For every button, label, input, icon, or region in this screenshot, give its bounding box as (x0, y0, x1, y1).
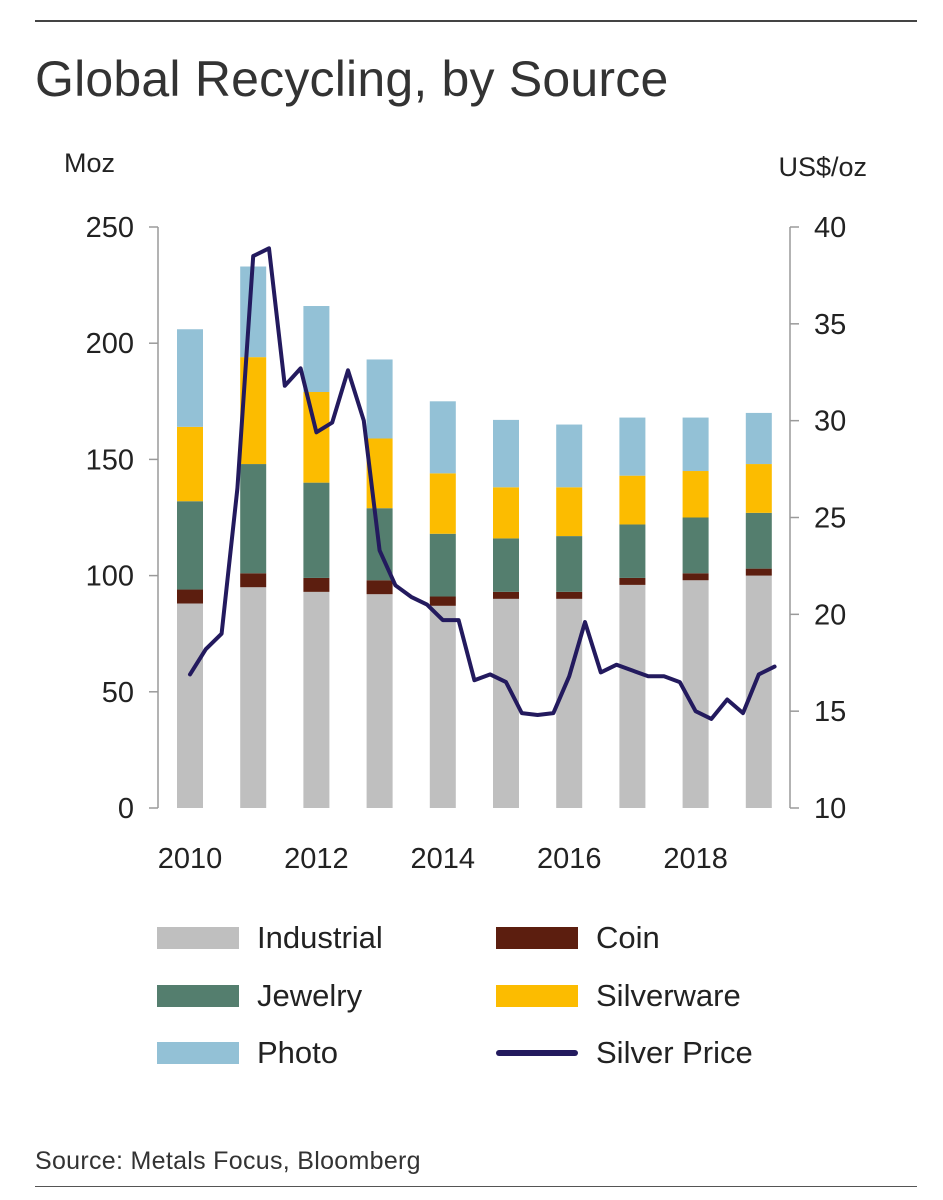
bar-coin-2015 (493, 591, 519, 599)
bar-photo-2010 (177, 329, 203, 427)
stacked-bars (177, 266, 772, 808)
right-axis-tick-label: 40 (814, 212, 846, 244)
right-axis-tick-label: 30 (814, 406, 846, 438)
silver-price-line-group (188, 246, 777, 721)
source-note: Source: Metals Focus, Bloomberg (35, 1147, 421, 1175)
left-axis-tick-label: 150 (86, 444, 134, 476)
bottom-rule (35, 1186, 917, 1187)
right-axis: 10 15 20 25 30 35 40 (789, 212, 846, 825)
left-axis-tick-label: 100 (86, 561, 134, 593)
top-rule (35, 20, 917, 22)
x-axis-tick-label: 2018 (663, 843, 728, 875)
bar-industrial-2011 (240, 587, 267, 808)
bar-silverware-2010 (177, 426, 203, 502)
bar-photo-2017 (619, 417, 646, 476)
right-axis-unit: US$/oz (778, 152, 867, 182)
right-axis-tick-label: 25 (814, 503, 846, 535)
bar-silverware-2012 (303, 392, 330, 483)
bar-silverware-2016 (556, 487, 583, 537)
bar-coin-2012 (303, 577, 330, 592)
bar-jewelry-2011 (240, 464, 267, 574)
bar-industrial-2013 (366, 594, 393, 808)
bar-coin-2016 (556, 591, 583, 599)
bar-photo-2019 (745, 412, 772, 465)
bar-industrial-2012 (303, 591, 330, 808)
left-axis-tick-label: 50 (102, 677, 134, 709)
bar-jewelry-2019 (745, 512, 772, 569)
left-axis-tick-label: 200 (86, 328, 134, 360)
x-axis-tick-label: 2010 (158, 843, 223, 875)
bar-photo-2016 (556, 424, 583, 488)
bar-jewelry-2010 (177, 501, 203, 590)
left-axis-tick-label: 250 (86, 212, 134, 244)
bar-photo-2018 (682, 417, 709, 472)
bar-silverware-2018 (682, 471, 709, 518)
bar-coin-2010 (177, 589, 203, 604)
bar-industrial-2016 (556, 598, 583, 808)
x-axis: 2010 2012 2014 2016 2018 (158, 843, 728, 875)
right-axis-tick-label: 15 (814, 696, 846, 728)
bar-coin-2014 (429, 596, 456, 606)
bar-jewelry-2015 (493, 538, 519, 592)
bar-jewelry-2018 (682, 517, 709, 574)
x-axis-tick-label: 2012 (284, 843, 349, 875)
bar-jewelry-2016 (556, 536, 583, 592)
bar-jewelry-2017 (619, 524, 646, 578)
bar-coin-2011 (240, 573, 267, 588)
bar-industrial-2010 (177, 603, 203, 808)
bar-coin-2017 (619, 577, 646, 585)
bar-coin-2013 (366, 580, 393, 595)
chart-title: Global Recycling, by Source (35, 51, 669, 107)
bar-jewelry-2012 (303, 482, 330, 578)
bar-coin-2019 (745, 568, 772, 576)
bar-photo-2015 (493, 419, 519, 488)
right-axis-tick-label: 20 (814, 599, 846, 631)
bar-silverware-2019 (745, 464, 772, 513)
bar-industrial-2017 (619, 584, 646, 808)
left-axis-unit: Moz (64, 148, 116, 178)
bar-coin-2018 (682, 573, 709, 581)
silver-price-line (188, 246, 777, 721)
x-axis-tick-label: 2016 (537, 843, 602, 875)
bar-silverware-2015 (493, 487, 519, 539)
x-axis-tick-label: 2014 (411, 843, 476, 875)
bar-jewelry-2014 (429, 533, 456, 597)
bar-silverware-2014 (429, 473, 456, 534)
bar-photo-2013 (366, 359, 393, 439)
left-axis: 0 50 100 150 200 250 (86, 212, 159, 825)
right-axis-tick-label: 10 (814, 793, 846, 825)
right-axis-tick-label: 35 (814, 309, 846, 341)
bar-silverware-2017 (619, 475, 646, 525)
bar-industrial-2014 (429, 605, 456, 808)
left-axis-tick-label: 0 (118, 793, 134, 825)
bar-photo-2012 (303, 306, 330, 393)
bar-photo-2014 (429, 401, 456, 474)
